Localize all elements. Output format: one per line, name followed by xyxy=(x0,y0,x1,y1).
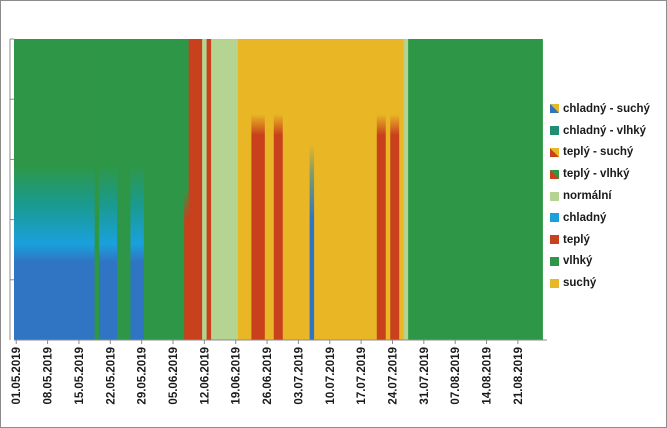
x-tick-label-1: 08.05.2019 xyxy=(43,347,55,405)
legend-item-2: teplý - suchý xyxy=(550,142,660,164)
segment-10 xyxy=(211,39,239,340)
legend-label-7: vlhký xyxy=(563,255,593,268)
legend-label-6: teplý xyxy=(563,233,590,246)
segment-16 xyxy=(309,39,315,340)
legend-item-0: chladný - suchý xyxy=(550,98,660,120)
segment-3 xyxy=(117,39,131,340)
legend-label-2: teplý - suchý xyxy=(563,146,634,159)
legend-label-3: teplý - vlhký xyxy=(563,168,630,181)
x-tick-label-13: 31.07.2019 xyxy=(419,347,431,405)
x-tick-label-11: 17.07.2019 xyxy=(356,347,368,405)
legend-item-4: normální xyxy=(550,185,660,207)
x-tick-label-7: 19.06.2019 xyxy=(231,347,243,405)
segment-13 xyxy=(264,39,275,340)
legend-swatch-0 xyxy=(550,104,559,114)
x-tick-label-4: 29.05.2019 xyxy=(137,347,149,405)
x-tick-label-14: 07.08.2019 xyxy=(450,347,462,405)
segment-8 xyxy=(202,39,207,340)
legend-label-5: chladný xyxy=(563,211,607,224)
legend-label-4: normální xyxy=(563,190,612,203)
segment-22 xyxy=(403,39,409,340)
legend-label-8: suchý xyxy=(563,277,597,290)
segment-15 xyxy=(282,39,311,340)
segment-5 xyxy=(143,39,185,340)
x-tick-label-6: 12.06.2019 xyxy=(199,347,211,405)
segment-6 xyxy=(184,39,190,340)
legend-item-8: suchý xyxy=(550,272,660,294)
x-tick-label-8: 26.06.2019 xyxy=(262,347,274,405)
legend-item-1: chladný - vlhký xyxy=(550,120,660,142)
x-tick-label-12: 24.07.2019 xyxy=(387,347,399,405)
x-tick-label-3: 22.05.2019 xyxy=(105,347,117,405)
segment-1 xyxy=(94,39,100,340)
segment-12 xyxy=(251,39,266,340)
legend-swatch-7 xyxy=(550,256,559,266)
segment-9 xyxy=(206,39,212,340)
legend-swatch-4 xyxy=(550,191,559,201)
legend-swatch-3 xyxy=(550,169,559,179)
legend-item-6: teplý xyxy=(550,229,660,251)
legend-swatch-1 xyxy=(550,126,559,136)
legend-swatch-8 xyxy=(550,278,559,288)
x-tick-label-10: 10.07.2019 xyxy=(325,347,337,405)
x-tick-label-9: 03.07.2019 xyxy=(293,347,305,405)
segment-7 xyxy=(188,39,203,340)
x-tick-label-5: 05.06.2019 xyxy=(168,347,180,405)
legend-item-5: chladný xyxy=(550,207,660,229)
legend: chladný - suchý chladný - vlhký teplý - su… xyxy=(550,98,660,294)
x-tick-label-16: 21.08.2019 xyxy=(513,347,525,405)
legend-swatch-2 xyxy=(550,147,559,157)
segment-11 xyxy=(237,39,252,340)
legend-swatch-5 xyxy=(550,213,559,223)
x-tick-label-2: 15.05.2019 xyxy=(74,347,86,405)
segment-19 xyxy=(385,39,391,340)
legend-label-0: chladný - suchý xyxy=(563,102,650,115)
segment-20 xyxy=(390,39,400,340)
x-tick-label-15: 14.08.2019 xyxy=(482,347,494,405)
segment-0 xyxy=(14,39,96,340)
x-tick-label-0: 01.05.2019 xyxy=(11,347,23,405)
legend-label-1: chladný - vlhký xyxy=(563,124,647,137)
segment-14 xyxy=(273,39,284,340)
legend-swatch-6 xyxy=(550,235,559,245)
segment-2 xyxy=(99,39,118,340)
segment-21 xyxy=(399,39,405,340)
segment-18 xyxy=(376,39,387,340)
segment-17 xyxy=(314,39,378,340)
legend-item-3: teplý - vlhký xyxy=(550,163,660,185)
segment-23 xyxy=(408,39,543,340)
legend-item-7: vlhký xyxy=(550,251,660,273)
segment-4 xyxy=(130,39,145,340)
